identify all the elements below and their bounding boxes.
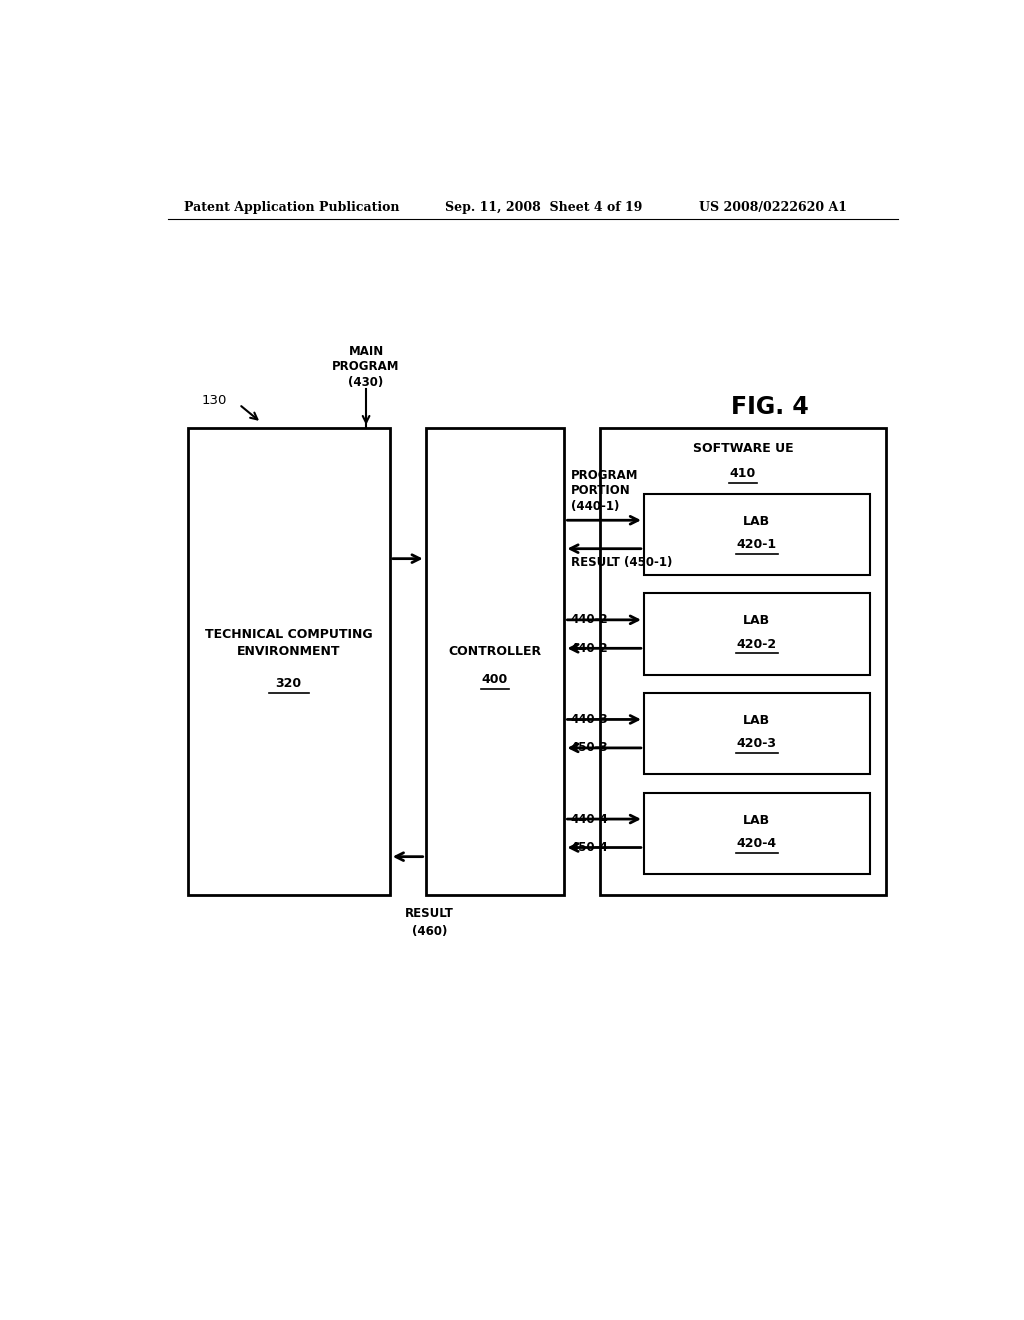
Text: 440-3: 440-3 — [570, 713, 608, 726]
Text: TECHNICAL COMPUTING
ENVIRONMENT: TECHNICAL COMPUTING ENVIRONMENT — [205, 628, 373, 659]
Text: (440-1): (440-1) — [570, 499, 620, 512]
Text: Patent Application Publication: Patent Application Publication — [183, 201, 399, 214]
Text: 410: 410 — [730, 467, 756, 480]
Bar — [187, 428, 390, 895]
Text: RESULT: RESULT — [406, 907, 454, 920]
Text: PROGRAM: PROGRAM — [333, 360, 399, 374]
Text: 420-2: 420-2 — [737, 638, 777, 651]
Text: US 2008/0222620 A1: US 2008/0222620 A1 — [699, 201, 848, 214]
Text: RESULT (450-1): RESULT (450-1) — [570, 557, 672, 569]
Text: (430): (430) — [348, 375, 384, 388]
Bar — [644, 594, 870, 675]
Text: Sep. 11, 2008  Sheet 4 of 19: Sep. 11, 2008 Sheet 4 of 19 — [445, 201, 643, 214]
Text: 420-4: 420-4 — [737, 837, 777, 850]
Text: LAB: LAB — [743, 813, 770, 826]
Bar — [644, 693, 870, 775]
Text: LAB: LAB — [743, 515, 770, 528]
Text: 450-4: 450-4 — [570, 841, 608, 854]
Text: 420-1: 420-1 — [737, 539, 777, 552]
Text: FIG. 4: FIG. 4 — [731, 396, 809, 420]
Text: SOFTWARE UE: SOFTWARE UE — [692, 442, 794, 454]
Text: PORTION: PORTION — [570, 484, 631, 498]
Bar — [644, 792, 870, 874]
Text: (460): (460) — [412, 925, 447, 939]
Bar — [644, 494, 870, 576]
Bar — [426, 428, 564, 895]
Text: PROGRAM: PROGRAM — [570, 469, 638, 482]
Text: 320: 320 — [275, 677, 302, 690]
Text: MAIN: MAIN — [348, 345, 384, 358]
Text: LAB: LAB — [743, 614, 770, 627]
Text: 440-4: 440-4 — [570, 813, 608, 825]
Text: 400: 400 — [482, 673, 508, 686]
Text: 130: 130 — [202, 393, 227, 407]
Bar — [600, 428, 886, 895]
Text: CONTROLLER: CONTROLLER — [449, 645, 542, 657]
Text: 440-2: 440-2 — [570, 642, 608, 655]
Text: 450-3: 450-3 — [570, 742, 608, 755]
Text: 420-3: 420-3 — [737, 738, 777, 750]
Text: 440-2: 440-2 — [570, 614, 608, 627]
Text: LAB: LAB — [743, 714, 770, 727]
